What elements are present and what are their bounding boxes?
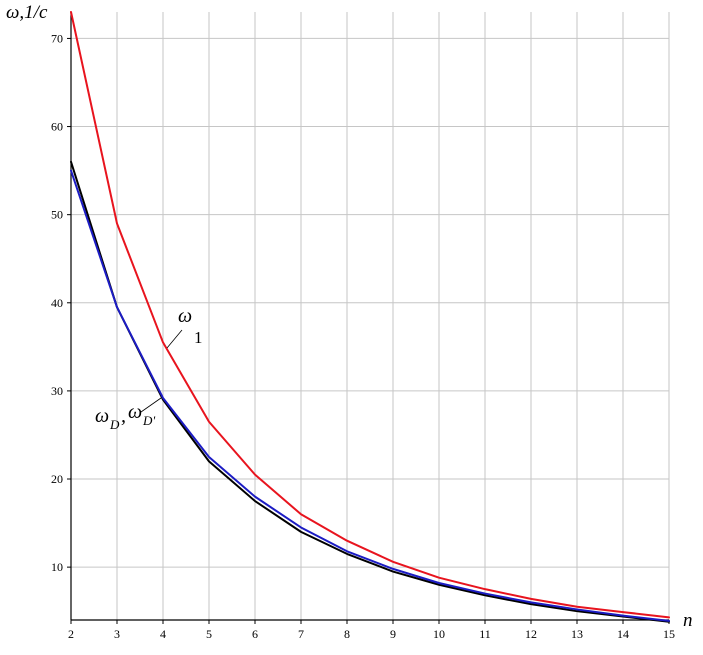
x-tick-label: 6 <box>252 627 258 641</box>
annotation-omega1-leader <box>166 329 183 349</box>
y-tick-label: 70 <box>51 31 63 45</box>
x-tick-label: 7 <box>298 627 304 641</box>
annotation-omega1-sub: 1 <box>194 328 203 347</box>
y-tick-label: 50 <box>51 208 63 222</box>
annotation-omegaD-sub2: D' <box>142 413 155 428</box>
y-tick-label: 30 <box>51 384 63 398</box>
annotation-omega1-main: ω <box>178 305 192 327</box>
axes <box>67 12 670 624</box>
x-tick-label: 3 <box>114 627 120 641</box>
series-lines <box>70 11 670 623</box>
y-tick-label: 40 <box>51 296 63 310</box>
y-tick-label: 20 <box>51 472 63 486</box>
annotation-omegaD-leader <box>140 397 162 413</box>
annotation-omegaD-sub1: D <box>109 417 120 432</box>
x-axis-label: n <box>683 610 693 631</box>
series-line-omega1 <box>70 11 670 619</box>
annotation-omegaD: ω D , ω D' <box>95 397 162 432</box>
series-line-omegaDprime <box>70 169 670 622</box>
y-tick-label: 10 <box>51 560 63 574</box>
y-axis-label: ω,1/c <box>6 2 48 23</box>
x-tick-label: 5 <box>206 627 212 641</box>
x-tick-label: 10 <box>433 627 445 641</box>
annotation-omegaD-sep: , <box>121 405 126 427</box>
tick-labels: 2 3 4 5 6 7 8 9 10 11 12 13 14 15 10 20 30 40 50 60 70 <box>51 31 675 641</box>
x-tick-label: 14 <box>617 627 629 641</box>
x-tick-label: 9 <box>390 627 396 641</box>
x-tick-label: 8 <box>344 627 350 641</box>
x-tick-label: 13 <box>571 627 583 641</box>
grid <box>71 12 670 620</box>
x-tick-label: 11 <box>479 627 491 641</box>
y-tick-label: 60 <box>51 120 63 134</box>
series-line-omegaD <box>70 160 670 623</box>
x-tick-label: 15 <box>663 627 675 641</box>
annotation-omegaD-main2: ω <box>128 401 142 423</box>
x-tick-label: 4 <box>160 627 166 641</box>
y-axis-title: ω,1/c <box>6 2 48 23</box>
x-tick-label: 2 <box>68 627 74 641</box>
annotation-omega1: ω 1 <box>166 305 203 349</box>
x-tick-label: 12 <box>525 627 537 641</box>
annotation-omegaD-main1: ω <box>95 405 109 427</box>
